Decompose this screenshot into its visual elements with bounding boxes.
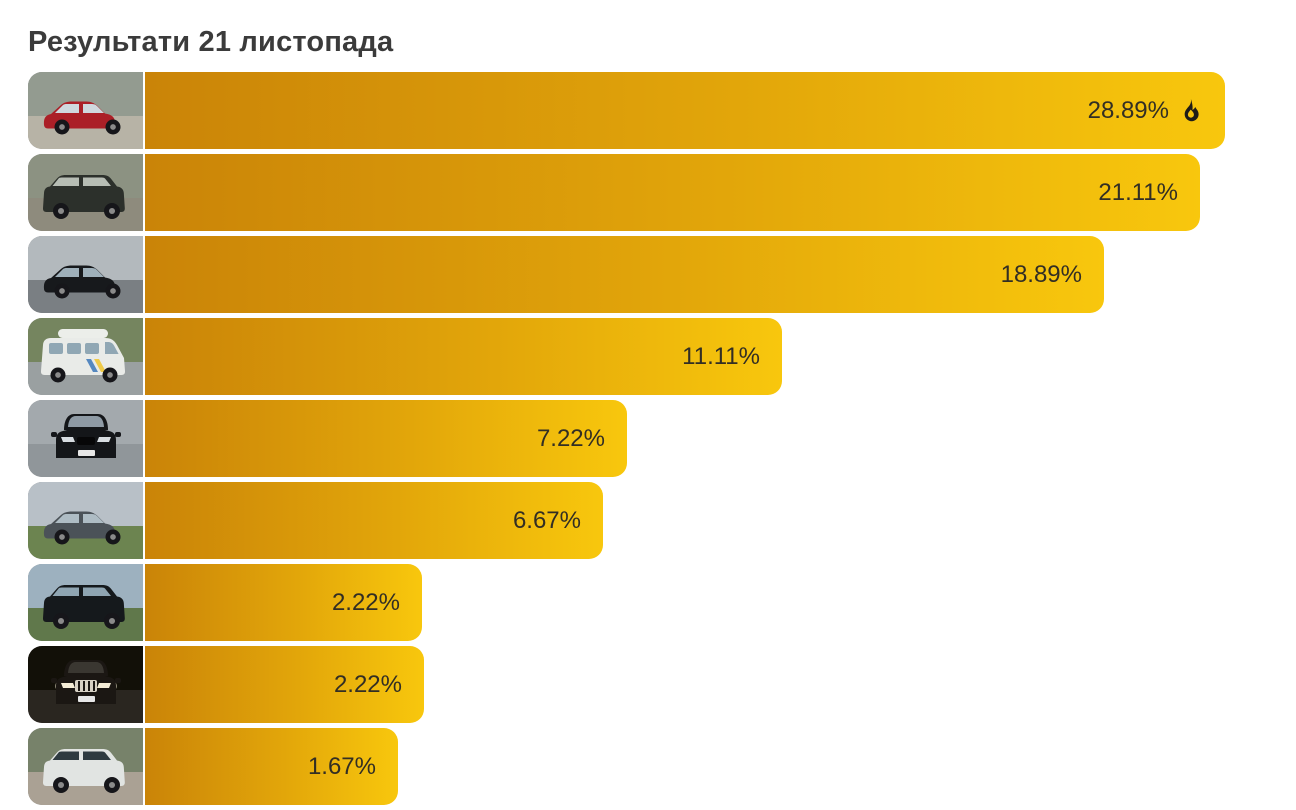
result-bar: 11.11% — [145, 318, 782, 395]
percentage-label: 21.11% — [1098, 178, 1178, 206]
result-bar: 7.22% — [145, 400, 627, 477]
thumbnail-black-suv-mountains[interactable] — [28, 564, 143, 641]
percentage-label: 2.22% — [331, 588, 400, 616]
percentage-label: 2.22% — [333, 670, 402, 698]
poll-option-row: 21.11% — [28, 154, 1296, 231]
results-bar-chart: 28.89% 21.11% — [28, 72, 1296, 810]
poll-option-row: 2.22% — [28, 646, 1296, 723]
result-bar: 2.22% — [145, 646, 424, 723]
result-bar: 28.89% — [145, 72, 1225, 149]
percentage-label: 28.89% — [1087, 96, 1169, 124]
percentage-label: 6.67% — [512, 506, 581, 534]
percentage-label: 18.89% — [1000, 260, 1082, 288]
percentage-label: 7.22% — [536, 424, 605, 452]
poll-option-row: 11.11% — [28, 318, 1296, 395]
thumbnail-gray-sedan-country-road[interactable] — [28, 482, 143, 559]
percentage-label: 11.11% — [682, 342, 760, 370]
thumbnail-black-sedan-city-street[interactable] — [28, 236, 143, 313]
thumbnail-black-boxy-suv-yard[interactable] — [28, 154, 143, 231]
result-bar: 6.67% — [145, 482, 603, 559]
result-bar: 2.22% — [145, 564, 422, 641]
result-bar: 18.89% — [145, 236, 1104, 313]
poll-option-row: 7.22% — [28, 400, 1296, 477]
thumbnail-dark-car-front-night[interactable] — [28, 646, 143, 723]
thumbnail-red-sedan-parking-lot[interactable] — [28, 72, 143, 149]
poll-option-row: 28.89% — [28, 72, 1296, 149]
percentage-label: 1.67% — [307, 752, 376, 780]
thumbnail-white-van-roof-box[interactable] — [28, 318, 143, 395]
page-title: Результати 21 листопада — [28, 26, 394, 58]
poll-option-row: 18.89% — [28, 236, 1296, 313]
thumbnail-white-suv-offroad[interactable] — [28, 728, 143, 805]
fire-icon — [1178, 98, 1203, 123]
poll-option-row: 6.67% — [28, 482, 1296, 559]
poll-option-row: 1.67% — [28, 728, 1296, 805]
result-bar: 21.11% — [145, 154, 1200, 231]
poll-option-row: 2.22% — [28, 564, 1296, 641]
thumbnail-black-car-front-street[interactable] — [28, 400, 143, 477]
result-bar: 1.67% — [145, 728, 398, 805]
